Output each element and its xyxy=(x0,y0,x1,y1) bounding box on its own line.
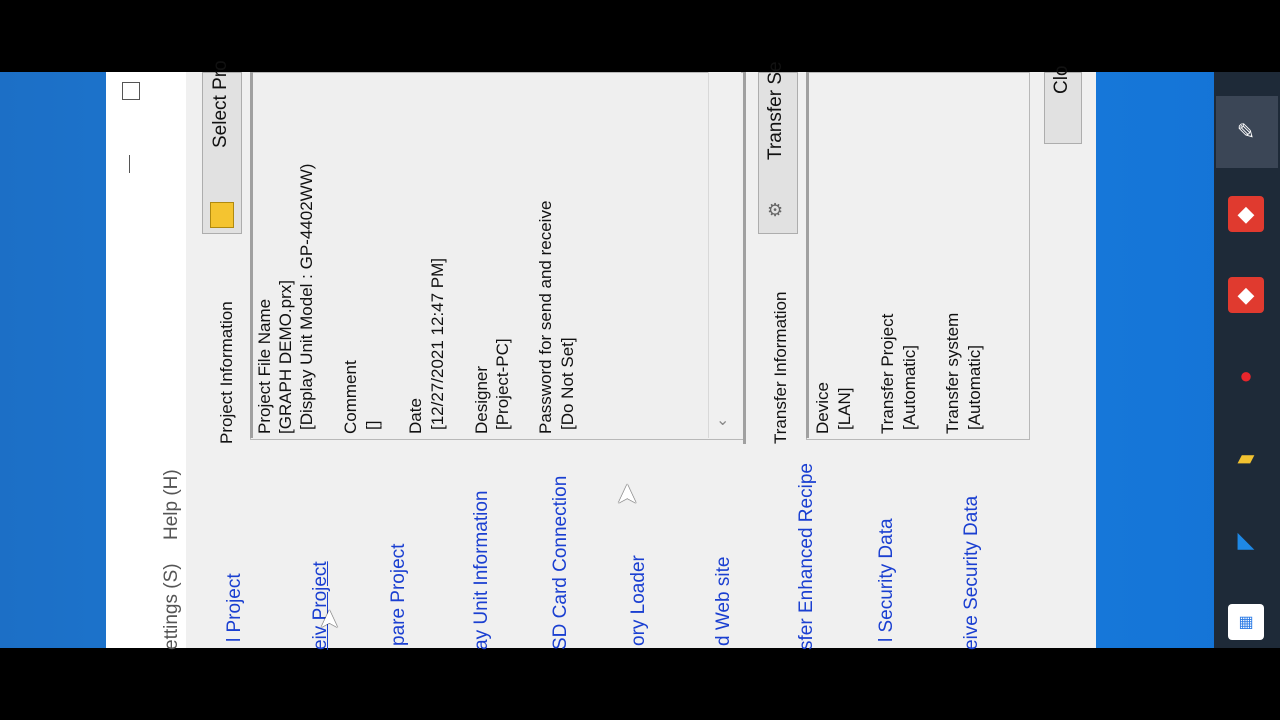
file-explorer-icon[interactable]: ▰ xyxy=(1237,445,1255,470)
device-label: Device xyxy=(813,382,832,434)
date-value: [12/27/2021 12:47 PM] xyxy=(428,257,447,430)
panel-border-2 xyxy=(806,72,809,438)
project-info-scrollbar[interactable] xyxy=(708,72,741,438)
date-label: Date xyxy=(406,398,425,434)
password-value: [Do Not Set] xyxy=(558,337,577,430)
panel-border xyxy=(250,72,253,438)
visual-studio-icon[interactable]: ◣ xyxy=(1237,527,1255,552)
taskbar xyxy=(1214,72,1280,648)
transfer-project-value: [Automatic] xyxy=(900,344,919,430)
link-display-unit-information[interactable]: ay Unit Information xyxy=(471,490,492,650)
red-app-icon[interactable]: ● xyxy=(1239,363,1253,388)
transfer-info-panel xyxy=(806,72,1030,440)
close-button-label: Clo xyxy=(1051,65,1072,94)
help-menu[interactable]: Help (H) xyxy=(161,469,182,540)
link-memory-loader[interactable]: ory Loader xyxy=(628,555,649,646)
project-file-name-label: Project File Name xyxy=(255,298,274,434)
link-send-project[interactable]: l Project xyxy=(224,573,245,642)
link-sd-card-connection[interactable]: SD Card Connection xyxy=(550,475,571,650)
password-label: Password for send and receive xyxy=(536,200,555,434)
mouse-cursor-icon-2: ➤ xyxy=(611,482,643,507)
link-web-site[interactable]: d Web site xyxy=(713,556,734,646)
comment-value: [] xyxy=(363,420,382,430)
project-file-name-value: [GRAPH DEMO.prx] xyxy=(276,280,295,434)
link-receive-project[interactable]: eiv Project xyxy=(310,561,331,650)
link-receive-security-data[interactable]: eive Security Data xyxy=(961,495,982,650)
link-transfer-enhanced-recipe[interactable]: sfer Enhanced Recipe xyxy=(796,463,817,650)
transfer-settings-label: Transfer Se xyxy=(765,61,786,160)
transfer-info-title: Transfer Information xyxy=(771,291,790,444)
transfer-project-label: Transfer Project xyxy=(878,313,897,434)
chevron-down-icon[interactable]: ⌄ xyxy=(716,412,730,429)
select-project-label: Select Pro xyxy=(210,60,231,148)
microsoft-store-icon[interactable]: ▦ xyxy=(1228,604,1264,640)
comment-label: Comment xyxy=(341,360,360,434)
anydesk-icon-2[interactable]: ◆ xyxy=(1228,277,1264,313)
project-info-title: Project Information xyxy=(217,301,236,444)
designer-value: [Project-PC] xyxy=(493,338,512,430)
settings-menu[interactable]: ettings (S) xyxy=(161,563,182,650)
taskbar-active-highlight xyxy=(1216,96,1278,168)
anydesk-icon[interactable]: ◆ xyxy=(1228,196,1264,232)
transfer-system-label: Transfer system xyxy=(943,312,962,434)
pen-app-icon[interactable]: ✎ xyxy=(1236,119,1256,144)
transfer-system-value: [Automatic] xyxy=(965,344,984,430)
transfer-settings-icon: ⚙ xyxy=(767,200,784,220)
maximize-icon[interactable] xyxy=(122,82,140,100)
link-compare-project[interactable]: pare Project xyxy=(388,543,409,646)
transfer-settings-button[interactable] xyxy=(758,72,798,234)
folder-icon xyxy=(210,202,234,228)
designer-label: Designer xyxy=(472,365,491,434)
minimize-icon[interactable] xyxy=(129,155,130,173)
close-button[interactable] xyxy=(1044,72,1082,144)
link-send-security-data[interactable]: l Security Data xyxy=(876,518,897,642)
device-value: [LAN] xyxy=(835,387,854,430)
window-titlebar xyxy=(106,72,186,648)
display-unit-model-value: [Display Unit Model : GP-4402WW) xyxy=(297,163,316,430)
mouse-cursor-icon: ➤ xyxy=(313,608,344,631)
section-divider xyxy=(743,72,746,444)
